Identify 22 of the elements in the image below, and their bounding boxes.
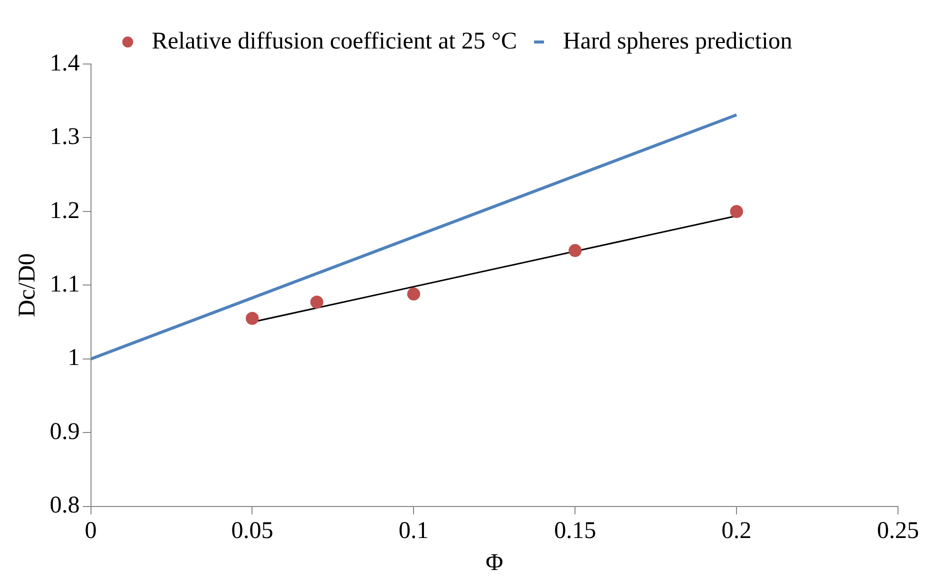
- point: [246, 312, 259, 325]
- x-tick-label: 0.2: [722, 518, 752, 544]
- legend-label: Relative diffusion coefficient at 25 °C: [152, 28, 518, 54]
- x-tick-label: 0.15: [554, 518, 596, 544]
- point: [730, 204, 744, 218]
- x-tick-label: 0.25: [877, 518, 919, 544]
- point: [310, 296, 324, 309]
- y-axis-title: Dc/D0: [14, 253, 41, 318]
- y-tick-label: 0.8: [50, 492, 80, 519]
- point: [407, 288, 420, 301]
- x-axis-title: Φ: [486, 550, 504, 576]
- x-tick-label: 0.1: [398, 518, 429, 544]
- y-tick-label: 1.1: [50, 271, 80, 298]
- legend-label: Hard spheres prediction: [563, 28, 792, 54]
- y-tick-label: 1.4: [50, 50, 80, 76]
- x-tick-label: 0.05: [231, 518, 274, 544]
- y-tick-label: 1: [68, 345, 80, 372]
- y-tick-label: 1.2: [50, 198, 80, 224]
- y-tick-label: 0.9: [50, 418, 80, 445]
- y-tick-label: 1.3: [50, 124, 80, 150]
- x-tick-label: 0: [84, 518, 97, 544]
- point: [568, 244, 582, 258]
